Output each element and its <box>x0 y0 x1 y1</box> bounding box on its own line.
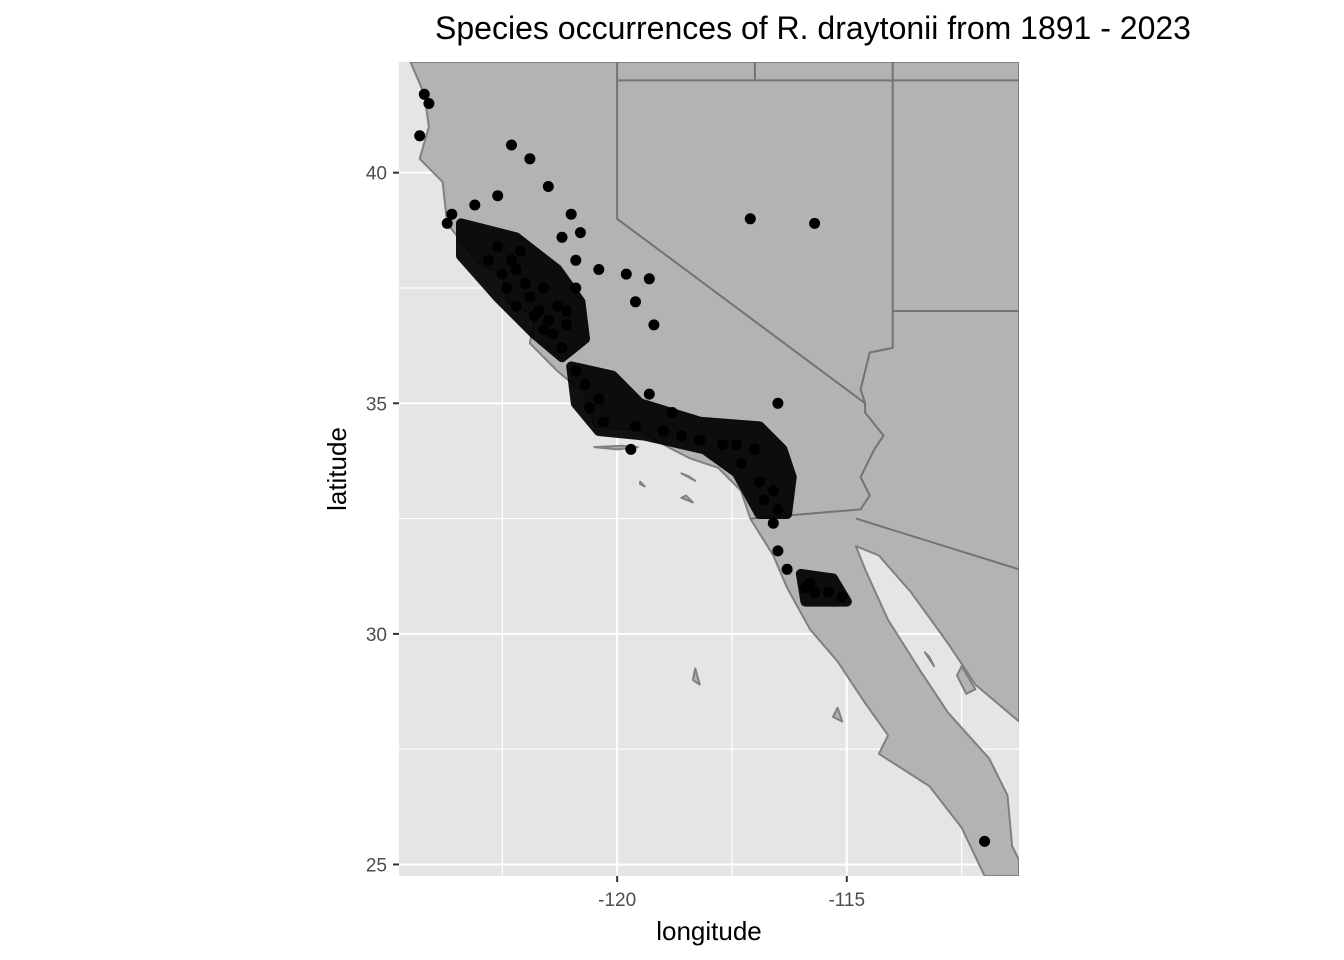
occurrence-point <box>809 217 821 229</box>
state-border <box>855 517 1019 571</box>
island <box>691 667 701 686</box>
occurrence-point <box>620 268 632 280</box>
occurrence-point <box>506 139 517 151</box>
occurrence-point <box>772 397 784 409</box>
occurrence-point <box>648 319 660 331</box>
occurrence-point <box>469 199 481 211</box>
occurrence-point <box>547 328 559 340</box>
occurrence-point <box>772 545 784 557</box>
occurrence-point <box>643 388 655 400</box>
occurrence-point <box>772 503 784 515</box>
occurrence-point <box>767 517 779 529</box>
occurrence-point <box>510 264 522 275</box>
occurrence-point <box>483 254 495 266</box>
occurrence-point <box>584 402 596 414</box>
occurrence-point <box>809 586 821 598</box>
state-border <box>859 62 894 404</box>
occurrence-point <box>542 181 554 192</box>
occurrence-point <box>570 254 582 266</box>
y-tick-label: 35 <box>366 394 387 415</box>
occurrence-point <box>593 264 605 275</box>
occurrence-point <box>446 208 458 220</box>
occurrence-point <box>538 324 550 335</box>
occurrence-point <box>758 494 770 506</box>
occurrence-point <box>822 586 834 598</box>
occurrence-point <box>570 365 582 377</box>
occurrence-point <box>496 268 508 280</box>
occurrence-point <box>561 319 573 331</box>
occurrence-points <box>414 88 991 847</box>
occurrence-point <box>979 835 991 847</box>
occurrence-point <box>735 457 747 469</box>
occurrence-point <box>625 443 637 455</box>
island <box>680 472 697 482</box>
occurrence-point <box>579 379 591 391</box>
occurrence-point <box>492 241 504 252</box>
occurrence-point <box>551 300 563 312</box>
occurrence-point <box>556 342 568 354</box>
occurrence-point <box>561 305 573 317</box>
island <box>680 494 694 504</box>
occurrence-point <box>418 88 430 100</box>
island <box>956 665 977 695</box>
occurrence-point <box>754 476 765 488</box>
occurrence-point <box>744 213 756 225</box>
occurrence-point <box>542 314 554 326</box>
chart-title: Species occurrences of R. draytonii from… <box>435 10 1191 46</box>
occurrence-point <box>694 434 706 446</box>
occurrence-point <box>519 277 531 289</box>
occurrence-point <box>570 282 582 294</box>
occurrence-point <box>657 425 669 437</box>
occurrence-point <box>675 430 687 442</box>
occurrence-point <box>593 393 605 405</box>
island <box>923 651 935 668</box>
occurrence-point <box>524 291 536 303</box>
occurrence-point <box>630 296 641 308</box>
occurrence-point <box>423 98 435 109</box>
y-tick-label: 25 <box>366 855 387 876</box>
occurrence-point <box>666 407 678 418</box>
occurrence-point <box>538 282 550 294</box>
occurrence-point <box>506 254 517 266</box>
state-borders <box>616 62 1019 571</box>
occurrence-point <box>524 153 536 165</box>
x-tick-label: -115 <box>828 890 865 911</box>
x-axis-title: longitude <box>656 916 762 946</box>
y-axis-ticks: 25 30 35 40 <box>366 164 399 876</box>
occurrence-point <box>749 443 761 455</box>
occurrence-point <box>529 310 540 322</box>
occurrence-point <box>515 245 527 257</box>
x-tick-label: -120 <box>598 890 636 911</box>
occurrence-point <box>574 227 586 239</box>
state-border <box>616 62 885 520</box>
occurrence-point <box>731 439 743 451</box>
island <box>832 706 844 723</box>
plot-area <box>399 62 1019 876</box>
y-tick-label: 30 <box>366 625 387 646</box>
occurrence-point <box>643 273 655 285</box>
y-axis-title: latitude <box>322 427 352 511</box>
occurrence-point <box>492 190 504 202</box>
occurrence-point <box>804 577 816 589</box>
occurrence-point <box>767 485 779 497</box>
occurrence-point <box>781 563 793 575</box>
occurrence-point <box>441 217 453 229</box>
occurrence-point <box>630 420 641 432</box>
y-tick-label: 40 <box>366 164 387 185</box>
island <box>639 480 646 488</box>
occurrence-point <box>510 300 522 312</box>
occurrence-point <box>597 416 609 428</box>
occurrence-point <box>565 208 577 220</box>
x-axis-ticks: -120 -115 <box>598 876 865 911</box>
occurrence-point <box>414 130 426 142</box>
occurrence-point <box>501 282 513 294</box>
occurrence-point <box>717 439 729 451</box>
occurrence-point <box>556 231 568 243</box>
occurrence-point <box>836 591 848 603</box>
